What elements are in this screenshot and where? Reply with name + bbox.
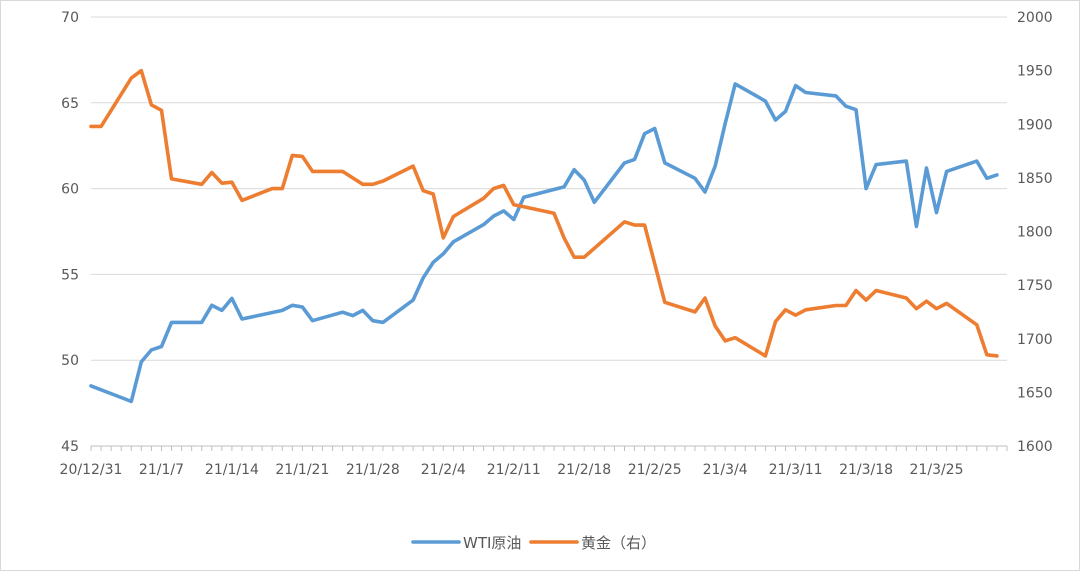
legend-label: 黄金（右） [581,534,656,552]
series-lines [89,68,999,404]
series-line [89,82,999,404]
legend-label: WTI原油 [463,534,521,552]
x-tick-label: 21/2/18 [557,462,611,478]
y-left-tick-label: 55 [61,267,79,283]
y-right-tick-label: 1600 [1017,439,1053,455]
y-left-tick-label: 65 [61,96,79,112]
y-right-tick-label: 1650 [1017,385,1053,401]
gridlines [91,16,1007,361]
x-tick-label: 21/3/18 [839,462,893,478]
x-tick-label: 21/1/7 [139,462,184,478]
y-right-tick-label: 1800 [1017,225,1053,241]
x-tick-label: 21/1/21 [275,462,329,478]
x-tick-label: 21/2/4 [421,462,466,478]
axes: 45 50 55 60 65 70 1600 1650 1700 1750 1800 1850 1900… [60,10,1053,478]
y-left-tick-label: 70 [61,10,79,26]
y-left-tick-label: 60 [61,182,79,198]
x-tick-label: 21/3/25 [910,462,964,478]
y-right-tick-label: 1850 [1017,171,1053,187]
legend: WTI原油 黄金（右） [411,534,656,552]
x-tick-label: 21/3/11 [769,462,823,478]
series-line [89,68,999,358]
y-right-tick-label: 1750 [1017,278,1053,294]
x-tick-label: 21/1/14 [205,462,259,478]
x-tick-label: 20/12/31 [60,462,123,478]
x-tick-label: 21/1/28 [346,462,400,478]
x-tick-label: 21/2/11 [487,462,541,478]
y-right-tick-label: 1900 [1017,117,1053,133]
y-right-tick-label: 1950 [1017,64,1053,80]
y-right-tick-label: 1700 [1017,332,1053,348]
y-left-tick-label: 50 [61,353,79,369]
x-tick-label: 21/3/4 [703,462,748,478]
x-tick-label: 21/2/25 [628,462,682,478]
y-right-tick-label: 2000 [1017,10,1053,26]
y-left-tick-label: 45 [61,439,79,455]
